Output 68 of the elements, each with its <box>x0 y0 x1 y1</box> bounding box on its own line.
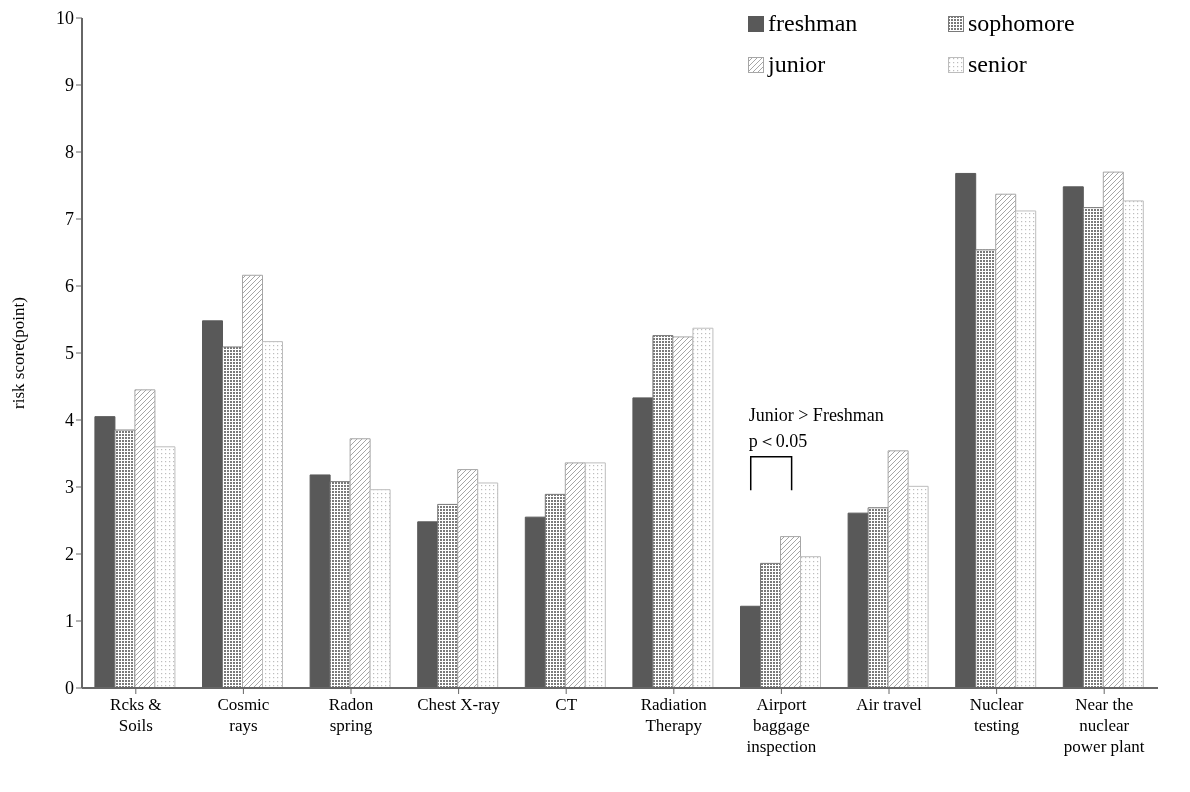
x-tick-label: Nuclear testing <box>969 695 1024 735</box>
bar <box>800 556 822 688</box>
bar <box>584 462 606 688</box>
bar <box>242 274 264 688</box>
bar <box>309 474 331 688</box>
bar <box>1062 186 1084 688</box>
bar <box>524 516 546 688</box>
bar <box>955 172 977 688</box>
y-tick-label: 6 <box>65 276 74 297</box>
y-tick-label: 5 <box>65 343 74 364</box>
bar <box>847 512 869 688</box>
bar <box>369 489 391 688</box>
bar <box>975 249 997 688</box>
bar <box>907 485 929 688</box>
bar <box>134 389 156 688</box>
bar <box>740 605 762 688</box>
y-tick-label: 2 <box>65 544 74 565</box>
bar <box>672 336 694 688</box>
bar <box>652 335 674 688</box>
bar <box>329 481 351 688</box>
y-tick-label: 9 <box>65 75 74 96</box>
bar <box>1015 210 1037 688</box>
bar <box>780 536 802 688</box>
bar <box>457 469 479 688</box>
bar <box>1122 200 1144 688</box>
bar <box>632 397 654 688</box>
y-tick-label: 10 <box>56 8 74 29</box>
bar <box>437 503 459 688</box>
bar <box>114 429 136 688</box>
bar <box>564 462 586 688</box>
x-tick-label: Radon spring <box>328 695 374 735</box>
x-tick-label: Near the nuclear power plant <box>1063 695 1145 756</box>
x-tick-label: Airport baggage inspection <box>746 695 817 756</box>
bar <box>1102 171 1124 688</box>
legend-label: junior <box>768 51 826 78</box>
bar <box>202 320 224 688</box>
annotation: Junior > Freshman <box>748 404 884 425</box>
bar <box>1082 207 1104 688</box>
x-tick-label: CT <box>555 695 578 714</box>
bar <box>94 416 116 688</box>
y-tick-label: 8 <box>65 142 74 163</box>
bar <box>887 450 909 688</box>
legend-label: sophomore <box>968 10 1075 37</box>
y-tick-label: 1 <box>65 611 74 632</box>
bar <box>262 341 284 688</box>
x-tick-label: Air travel <box>856 695 923 714</box>
bar <box>154 446 176 688</box>
bar <box>867 507 889 688</box>
y-tick-label: 0 <box>65 678 74 699</box>
x-tick-label: Chest X-ray <box>417 695 501 714</box>
bar <box>417 521 439 688</box>
y-axis-title: risk score(point) <box>9 297 29 409</box>
legend-label: senior <box>968 51 1027 78</box>
bar <box>995 193 1017 688</box>
y-tick-label: 4 <box>65 410 74 431</box>
y-tick-label: 3 <box>65 477 74 498</box>
x-tick-label: Cosmic rays <box>217 695 270 735</box>
legend-label: freshman <box>768 10 858 37</box>
y-tick-label: 7 <box>65 209 74 230</box>
x-tick-label: Radiation Therapy <box>640 695 708 735</box>
bar <box>544 493 566 688</box>
bar <box>692 327 714 688</box>
bar <box>760 562 782 688</box>
bar <box>222 346 244 688</box>
bar <box>477 482 499 688</box>
annotation: p＜0.05 <box>748 430 808 451</box>
bar <box>349 438 371 688</box>
x-tick-label: Rcks & Soils <box>110 695 162 735</box>
